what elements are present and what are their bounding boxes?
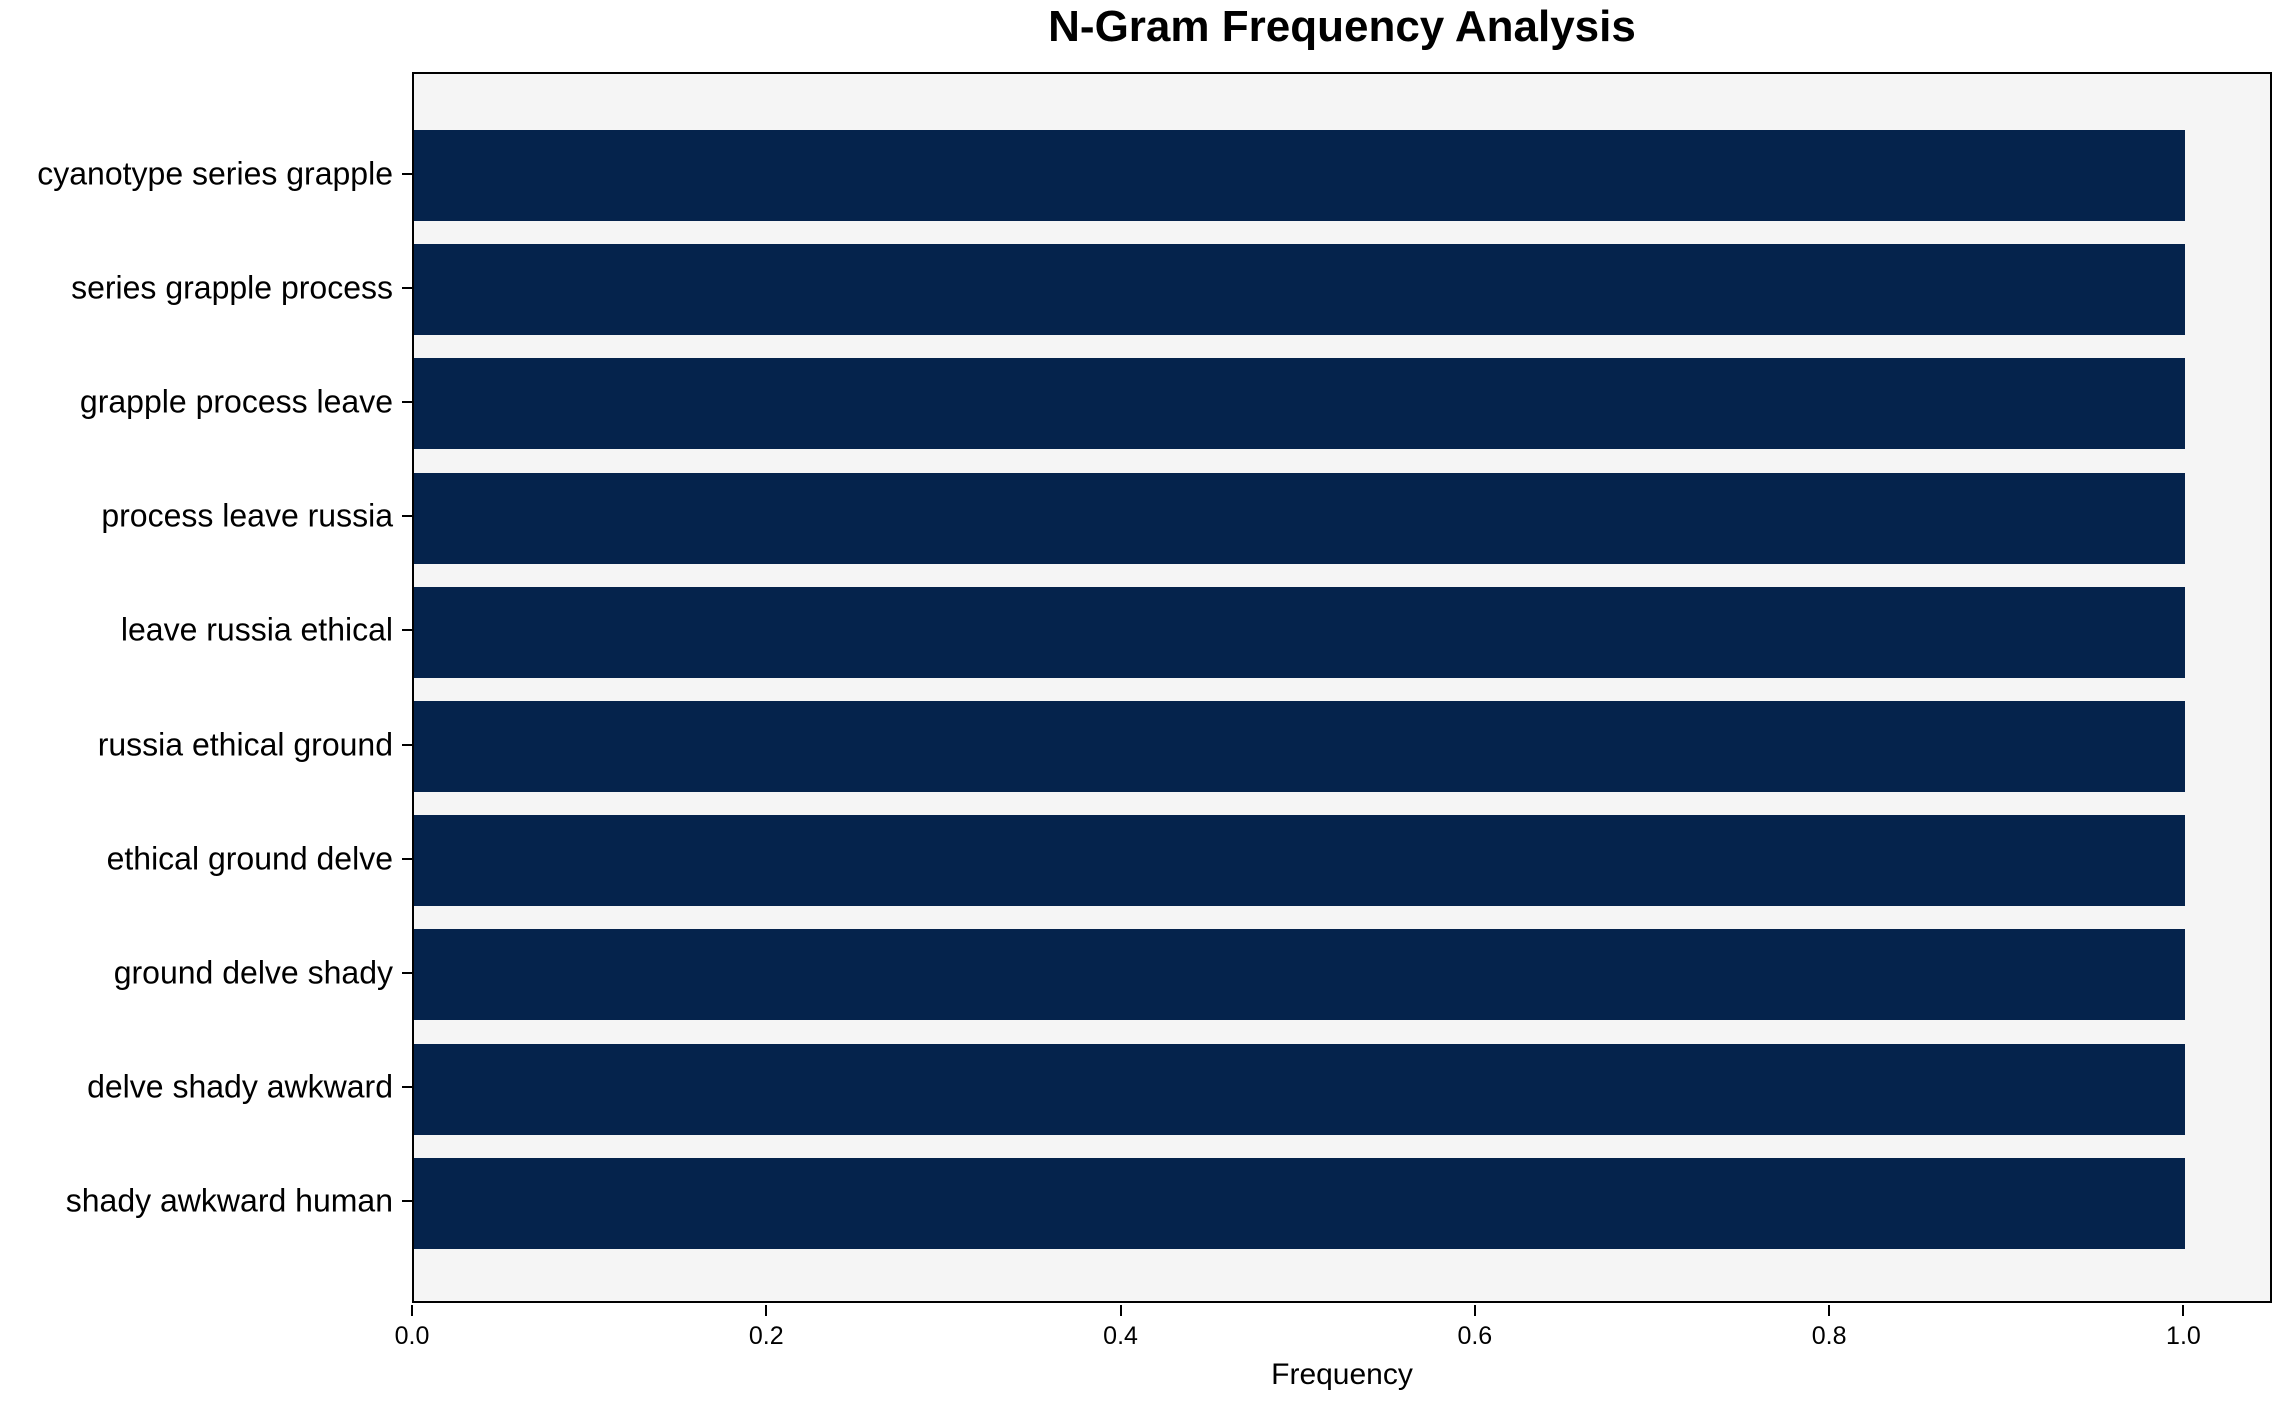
y-tick-label: shady awkward human <box>65 1182 393 1219</box>
bar <box>414 244 2186 336</box>
x-axis-label: Frequency <box>1271 1358 1413 1391</box>
x-tick-label: 1.0 <box>2166 1322 2201 1350</box>
bar <box>414 1157 2186 1249</box>
chart-title: N-Gram Frequency Analysis <box>1048 2 1636 51</box>
bar <box>414 701 2186 792</box>
x-tick-label: 0.6 <box>1457 1322 1493 1350</box>
y-tick-mark <box>402 629 412 632</box>
plot-area <box>412 72 2272 1303</box>
x-tick-mark <box>1828 1305 1831 1316</box>
y-tick-label: series grapple process <box>71 269 393 306</box>
x-tick-mark <box>411 1305 413 1316</box>
y-tick-label: ground delve shady <box>113 954 393 991</box>
x-tick-mark <box>765 1305 768 1316</box>
x-tick-label: 0.2 <box>748 1322 784 1350</box>
x-tick-mark <box>2182 1305 2185 1316</box>
y-tick-mark <box>402 743 412 746</box>
bar <box>414 929 2186 1021</box>
x-tick-label: 0.0 <box>394 1322 430 1350</box>
y-tick-mark <box>402 1086 412 1089</box>
y-tick-label: delve shady awkward <box>87 1068 393 1105</box>
y-tick-label: leave russia ethical <box>120 611 393 648</box>
y-tick-mark <box>402 857 412 860</box>
bar <box>414 472 2186 564</box>
y-tick-label: russia ethical ground <box>97 726 393 762</box>
bar <box>414 1043 2186 1135</box>
bar <box>414 815 2186 907</box>
bar <box>414 586 2186 678</box>
y-tick-label: ethical ground delve <box>106 840 393 877</box>
y-tick-label: process leave russia <box>101 497 393 534</box>
y-tick-mark <box>402 400 412 403</box>
bar <box>414 130 2186 221</box>
y-tick-mark <box>402 172 412 175</box>
y-tick-mark <box>402 1200 412 1203</box>
bar <box>414 358 2186 450</box>
x-tick-mark <box>1119 1305 1122 1316</box>
y-tick-label: cyanotype series grapple <box>37 155 393 191</box>
x-tick-label: 0.4 <box>1103 1322 1138 1350</box>
y-tick-mark <box>402 971 412 974</box>
x-tick-mark <box>1473 1305 1476 1316</box>
y-tick-mark <box>402 286 412 289</box>
x-tick-label: 0.8 <box>1811 1322 1847 1350</box>
y-tick-mark <box>402 515 412 518</box>
y-tick-label: grapple process leave <box>79 383 393 420</box>
